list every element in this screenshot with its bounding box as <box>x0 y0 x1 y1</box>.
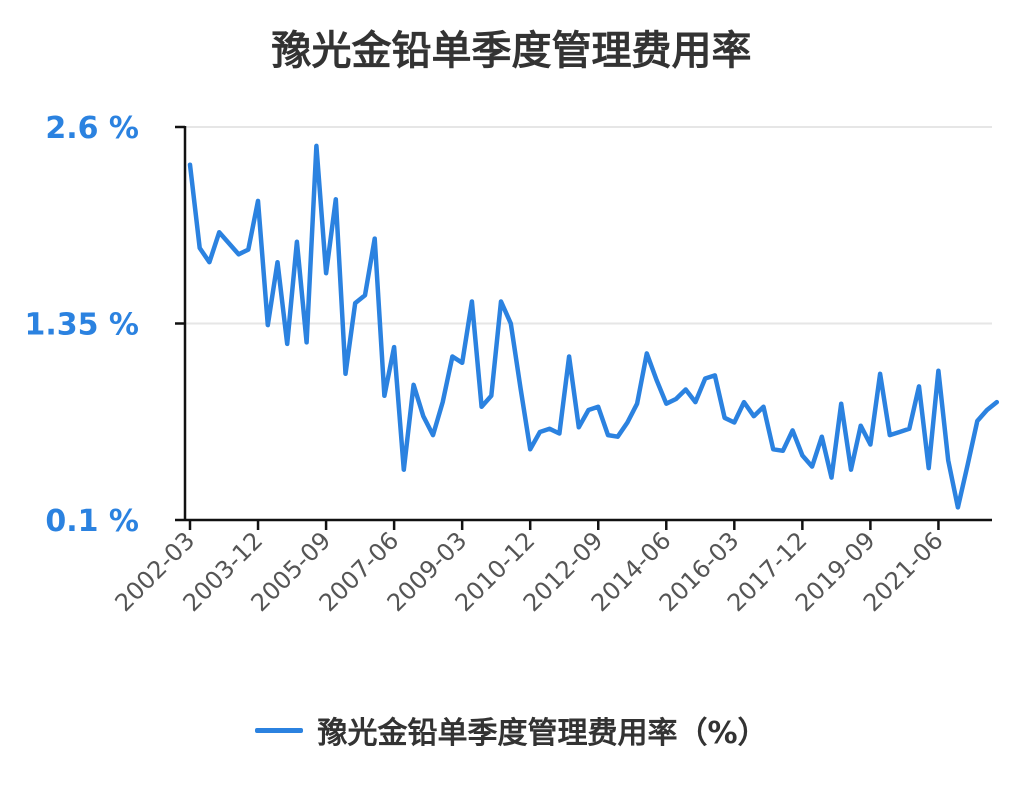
gridlines <box>185 126 992 325</box>
y-axis-ticks: 0.1 % 1.35 % 2.6 % <box>24 111 185 539</box>
legend-swatch <box>255 727 304 733</box>
x-axis-ticks: 2002-032003-122005-092007-062009-032010-… <box>110 520 949 617</box>
series-line <box>187 143 1000 510</box>
legend-label: 豫光金铅单季度管理费用率（%） <box>317 716 768 751</box>
legend: 豫光金铅单季度管理费用率（%） <box>0 708 1023 752</box>
series-layer <box>187 143 1000 510</box>
y-tick-label: 0.1 % <box>45 504 139 539</box>
y-tick-label: 1.35 % <box>24 308 139 343</box>
y-tick-label: 2.6 % <box>45 111 139 146</box>
chart-title: 豫光金铅单季度管理费用率 <box>271 28 752 74</box>
